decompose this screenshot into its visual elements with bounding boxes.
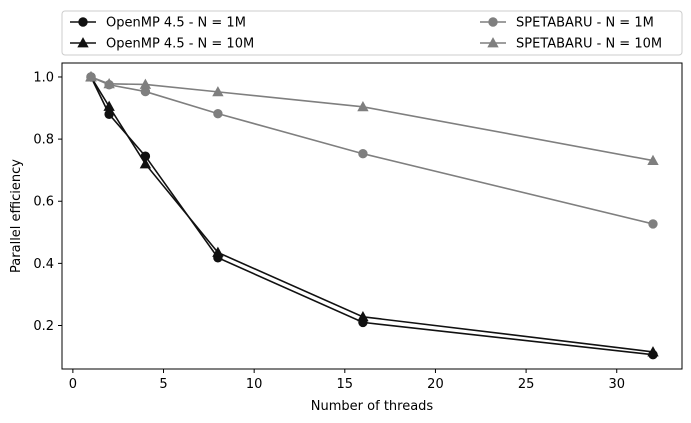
legend-item-2: OpenMP 4.5 - N = 10M [70, 37, 254, 52]
data-point-2-6 [647, 346, 659, 357]
series-line-4 [90, 76, 654, 162]
series-line-3 [90, 76, 654, 225]
legend-label: SPETABARU - N = 1M [516, 16, 654, 31]
series-1 [86, 72, 658, 360]
y-tick-label: 0.4 [33, 257, 54, 272]
data-point-4-6 [647, 154, 659, 165]
data-point-2-2 [103, 100, 115, 111]
legend-item-4: SPETABARU - N = 10M [480, 37, 662, 52]
y-tick-label: 1.0 [33, 70, 54, 85]
y-tick-label: 0.2 [33, 319, 54, 334]
legend-marker [487, 37, 499, 48]
legend-marker [78, 17, 88, 27]
legend-item-1: OpenMP 4.5 - N = 1M [70, 16, 246, 31]
data-point-4-4 [212, 86, 224, 97]
series-2 [85, 71, 659, 357]
plot-frame [61, 62, 683, 370]
axes: 0 5 10 15 20 25 30 0.2 0.4 0.6 0.8 1.0 [33, 62, 683, 392]
x-tick-label: 5 [159, 377, 167, 392]
x-tick-label: 0 [69, 377, 77, 392]
x-tick-label: 30 [608, 377, 625, 392]
data-point-4-3 [139, 78, 152, 89]
x-tick-label: 10 [246, 377, 263, 392]
legend-box [61, 10, 683, 56]
x-tick-label: 15 [337, 377, 354, 392]
series-line-2 [90, 76, 654, 353]
data-point-4-1 [85, 71, 97, 82]
data-point-3-6 [648, 219, 658, 229]
plot-area [85, 71, 659, 360]
data-point-2-5 [357, 310, 369, 322]
series-4 [85, 71, 659, 165]
legend-marker [488, 17, 498, 27]
data-point-2-4 [212, 246, 224, 257]
x-tick-label: 20 [427, 377, 444, 392]
data-point-3-5 [358, 149, 368, 159]
data-point-4-2 [103, 77, 115, 89]
x-tick-label: 25 [518, 377, 535, 392]
y-tick-label: 0.8 [33, 133, 54, 148]
data-point-3-4 [213, 108, 223, 119]
legend: OpenMP 4.5 - N = 1M OpenMP 4.5 - N = 10M S… [61, 10, 683, 56]
legend-label: OpenMP 4.5 - N = 10M [106, 37, 254, 52]
series-line-1 [90, 76, 654, 356]
y-axis-label: Parallel efficiency [9, 159, 24, 273]
x-axis-label: Number of threads [311, 399, 434, 414]
y-tick-label: 0.6 [33, 195, 54, 210]
legend-label: SPETABARU - N = 10M [516, 37, 662, 52]
data-point-4-5 [357, 100, 369, 112]
series-3 [86, 72, 658, 229]
legend-marker [77, 37, 89, 48]
legend-item-3: SPETABARU - N = 1M [480, 16, 654, 31]
legend-label: OpenMP 4.5 - N = 1M [106, 16, 246, 31]
data-point-2-3 [139, 158, 152, 169]
